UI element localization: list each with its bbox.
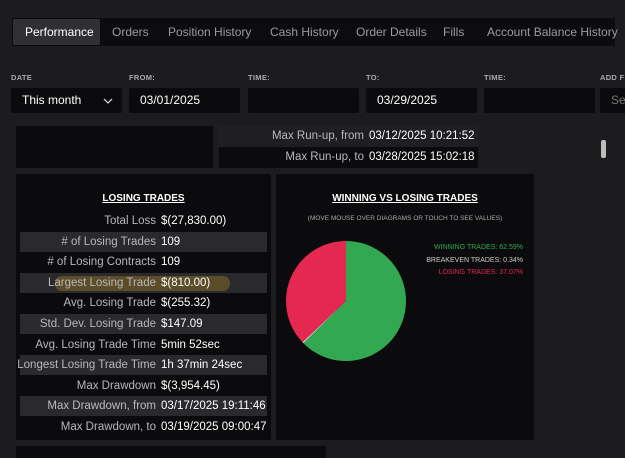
stat-value: 03/17/2025 19:11:46: [161, 400, 266, 413]
stat-label: Avg. Losing Trade: [63, 297, 157, 310]
empty-panel: [16, 126, 213, 168]
pie-slice[interactable]: [286, 241, 346, 343]
pie-subtitle: (MOVE MOUSE OVER DIAGRAMS OR TOUCH TO SE…: [307, 215, 503, 222]
run-up-label: Max Run-up, from: [271, 130, 364, 142]
pie-slice[interactable]: [303, 241, 406, 361]
chevron: [103, 98, 113, 104]
stat-label: Std. Dev. Losing Trade: [39, 318, 156, 330]
filter-value: Se: [611, 93, 625, 107]
tab-bar: [12, 18, 615, 46]
stat-label: Avg. Losing Trade Time: [35, 338, 156, 351]
bottom-panel: [16, 446, 326, 458]
stat-label: # of Losing Trades: [61, 235, 156, 248]
row-bg: [219, 126, 478, 147]
tab[interactable]: Orders: [112, 25, 149, 39]
run-up-label: Max Run-up, to: [285, 151, 364, 163]
stat-value: $(27,830.00): [161, 215, 227, 227]
tab[interactable]: Cash History: [270, 25, 339, 39]
tab[interactable]: Order Details: [356, 25, 427, 39]
filter-label: TO:: [366, 73, 380, 82]
stat-value: $(255.32): [161, 297, 211, 310]
run-up-value: 03/28/2025 15:02:18: [369, 151, 475, 163]
filter-value: 03/01/2025: [140, 93, 201, 107]
stat-label: Max Drawdown, from: [47, 400, 156, 413]
legend-entry: WINNING TRADES: 62.59%: [434, 244, 523, 251]
filter-label: TIME:: [484, 73, 506, 82]
row-bg: [20, 272, 267, 293]
pie-chart[interactable]: [281, 236, 411, 366]
legend-entry: BREAKEVEN TRADES: 0.34%: [426, 256, 523, 264]
tab[interactable]: Fills: [443, 25, 465, 39]
stat-value: 1h 37min 24sec: [161, 359, 243, 372]
filter-label: ADD F: [600, 73, 625, 82]
row-bg: [20, 355, 267, 376]
pie-slice[interactable]: [302, 301, 346, 344]
tab[interactable]: Position History: [168, 25, 252, 39]
legend-entry: LOSING TRADES: 37.07%: [438, 269, 523, 276]
stat-value: 109: [161, 256, 181, 269]
losing-panel: [16, 174, 271, 440]
scrollbar[interactable]: [601, 140, 606, 158]
stat-value: $147.09: [161, 318, 203, 330]
filter-input[interactable]: 03/29/2025: [366, 88, 477, 113]
filter-label: DATE: [11, 73, 33, 82]
row-bg: [20, 231, 267, 252]
stat-label: # of Losing Contracts: [47, 256, 156, 269]
filter-input[interactable]: Se: [600, 88, 625, 113]
filter-value: 03/29/2025: [377, 93, 438, 107]
filter-input[interactable]: [484, 88, 595, 113]
filter-input[interactable]: [248, 88, 359, 113]
filter-input[interactable]: 03/01/2025: [129, 88, 240, 113]
stat-value: 5min 52sec: [161, 338, 220, 351]
filter-label: TIME:: [248, 73, 270, 82]
stat-value: 109: [161, 235, 181, 248]
tab[interactable]: Performance: [25, 25, 94, 39]
stat-label: Max Drawdown, to: [60, 421, 156, 433]
row-bg: [20, 396, 267, 417]
stat-value: $(3,954.45): [161, 379, 220, 392]
stat-label: Max Drawdown: [76, 379, 156, 392]
tab[interactable]: Account Balance History: [487, 25, 618, 39]
losing-title: LOSING TRADES: [102, 193, 185, 204]
highlight: [55, 275, 230, 291]
stat-value: $(810.00): [161, 276, 211, 289]
stat-value: 03/19/2025 09:00:47: [161, 421, 267, 433]
filter-input[interactable]: This month: [11, 88, 122, 113]
pie-title: WINNING VS LOSING TRADES: [332, 193, 478, 204]
filter-value: This month: [22, 93, 82, 107]
filter-label: FROM:: [129, 73, 156, 82]
stat-label: Largest Losing Trade: [47, 276, 156, 289]
run-up-value: 03/12/2025 10:21:52: [369, 130, 475, 142]
row-bg: [20, 314, 267, 334]
stat-label: Total Loss: [104, 215, 156, 227]
stat-label: Longest Losing Trade Time: [17, 359, 156, 372]
active-tab-bg: [13, 19, 100, 45]
